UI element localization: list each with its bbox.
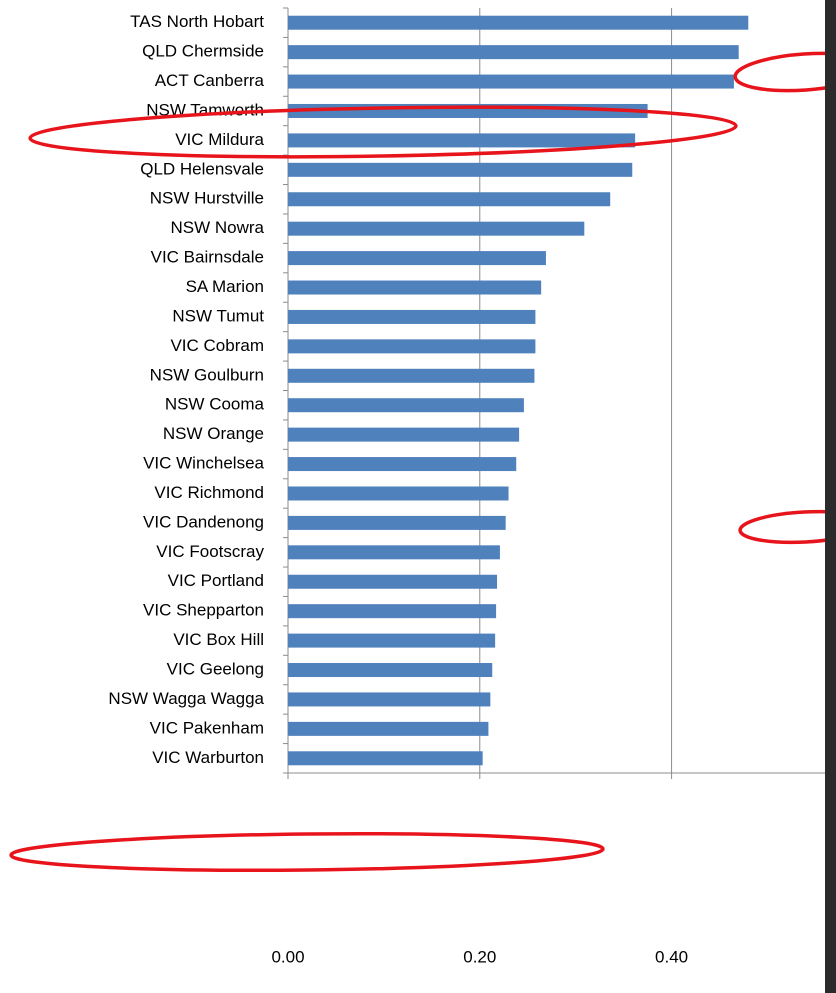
y-tick-label: VIC Bairnsdale — [151, 248, 264, 267]
window-edge — [825, 0, 836, 993]
bar — [288, 751, 483, 766]
y-tick-label: QLD Helensvale — [140, 159, 264, 178]
bar — [288, 74, 734, 89]
y-tick-label: VIC Portland — [168, 571, 264, 590]
highlight-ellipse — [9, 831, 605, 873]
bar — [288, 457, 517, 472]
y-tick-label: NSW Nowra — [170, 218, 264, 237]
bar — [288, 427, 520, 442]
bar — [288, 162, 633, 177]
bar — [288, 721, 489, 736]
y-tick-label: NSW Goulburn — [150, 365, 264, 384]
y-tick-label: VIC Cobram — [170, 336, 264, 355]
y-tick-label: VIC Footscray — [156, 542, 264, 561]
bar — [288, 280, 542, 295]
y-tick-label: VIC Winchelsea — [143, 454, 264, 473]
bar — [288, 545, 500, 560]
bar — [288, 251, 546, 266]
bar — [288, 604, 497, 619]
bar — [288, 15, 749, 30]
bar — [288, 221, 585, 236]
highlight-ellipse — [738, 509, 836, 545]
y-tick-label: VIC Box Hill — [173, 630, 264, 649]
bar — [288, 133, 636, 148]
y-tick-label: VIC Dandenong — [143, 512, 264, 531]
bar — [288, 633, 496, 648]
annotations — [9, 51, 836, 873]
bar — [288, 192, 611, 207]
x-tick-label: 0.40 — [655, 947, 688, 966]
x-tick-label: 0.20 — [463, 947, 496, 966]
highlight-ellipse — [28, 105, 738, 159]
y-tick-label: ACT Canberra — [155, 71, 265, 90]
y-tick-label: VIC Mildura — [175, 130, 264, 149]
x-tick-label: 0.00 — [271, 947, 304, 966]
highlight-ellipse — [733, 51, 836, 93]
y-tick-label: VIC Richmond — [154, 483, 264, 502]
y-tick-label: QLD Chermside — [142, 42, 264, 61]
y-tick-label: NSW Hurstville — [150, 189, 264, 208]
bar — [288, 663, 493, 678]
y-tick-label: NSW Tumut — [172, 306, 264, 325]
bar — [288, 515, 506, 530]
bar — [288, 368, 535, 383]
bar — [288, 486, 509, 501]
y-tick-label: VIC Geelong — [167, 660, 264, 679]
y-tick-label: SA Marion — [186, 277, 264, 296]
y-tick-label: NSW Wagga Wagga — [108, 689, 264, 708]
bar — [288, 45, 739, 60]
y-tick-label: NSW Orange — [163, 424, 264, 443]
bar — [288, 692, 491, 707]
y-tick-label: NSW Cooma — [165, 395, 265, 414]
y-tick-label: VIC Shepparton — [143, 601, 264, 620]
y-tick-label: TAS North Hobart — [130, 12, 264, 31]
y-tick-label: VIC Warburton — [152, 748, 264, 767]
bar — [288, 574, 498, 589]
bar — [288, 309, 536, 324]
bar — [288, 339, 536, 354]
y-tick-label: VIC Pakenham — [150, 718, 264, 737]
bar — [288, 398, 524, 413]
